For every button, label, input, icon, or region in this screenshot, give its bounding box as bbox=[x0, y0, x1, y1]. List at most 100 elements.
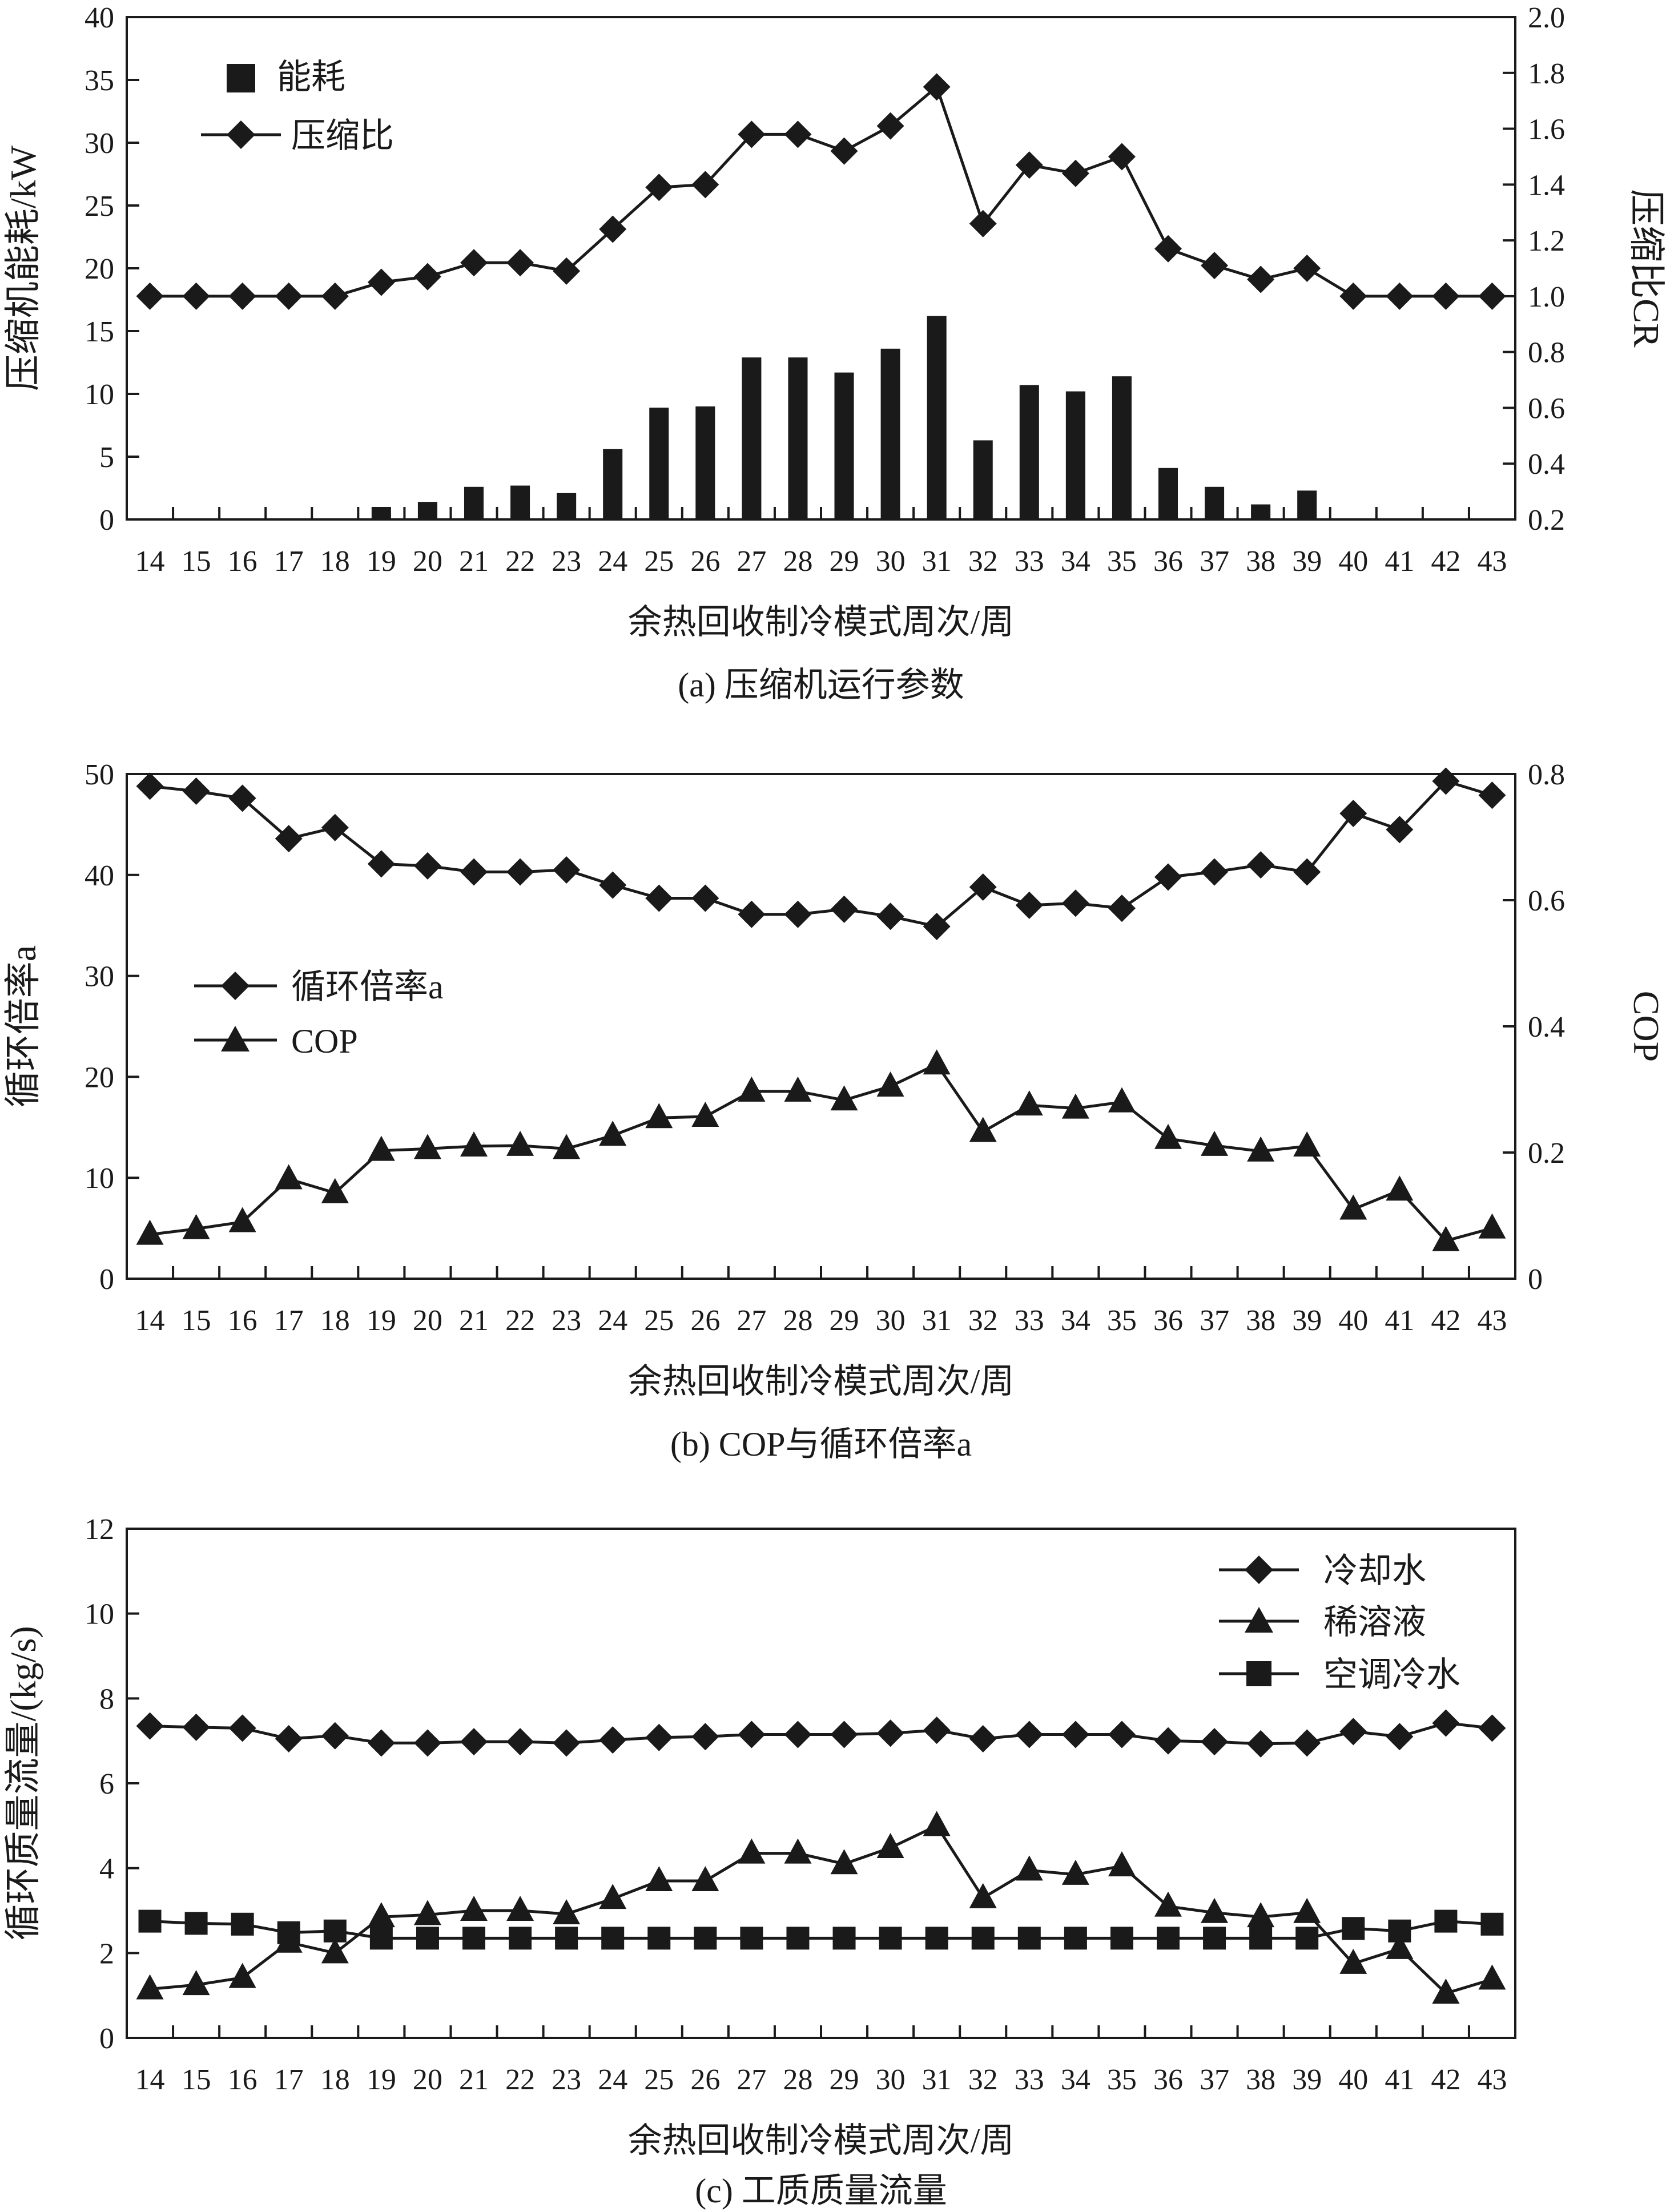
series-line-triangle bbox=[150, 1824, 1493, 1995]
x-tick-label: 39 bbox=[1292, 545, 1322, 578]
diamond-point-15 bbox=[182, 777, 210, 805]
triangle-point-40 bbox=[1339, 1948, 1367, 1974]
panel-c-legend-diamond-marker bbox=[1245, 1556, 1273, 1584]
y-left-tick-label: 35 bbox=[84, 65, 114, 97]
x-tick-label: 35 bbox=[1107, 1304, 1137, 1337]
square-point-28 bbox=[786, 1927, 810, 1950]
x-tick-label: 18 bbox=[320, 545, 350, 578]
y-left-tick-label: 40 bbox=[84, 860, 114, 892]
bar-33 bbox=[1019, 385, 1039, 519]
panel-c-x-axis: 14 15 16 17 18 19 20 21 22 23 24 25 26 27 28 29 30 31 32 33… bbox=[126, 2025, 1516, 2096]
diamond-point-28 bbox=[784, 1721, 812, 1748]
triangle-point-14 bbox=[136, 1974, 164, 2000]
y-left-tick-label: 20 bbox=[84, 253, 114, 285]
diamond-point-36 bbox=[1154, 1727, 1182, 1755]
diamond-point-21 bbox=[460, 858, 488, 886]
triangle-point-18 bbox=[321, 1938, 349, 1964]
square-point-32 bbox=[971, 1927, 995, 1950]
panel-b-caption: (b) COP与循环倍率a bbox=[670, 1425, 972, 1463]
square-point-21 bbox=[462, 1927, 485, 1950]
y-left-tick-label: 5 bbox=[99, 441, 114, 474]
square-point-30 bbox=[879, 1927, 902, 1950]
x-tick-label: 41 bbox=[1385, 545, 1414, 578]
y-left-tick-label: 25 bbox=[84, 190, 114, 223]
y-right-tick-label: 1.2 bbox=[1528, 225, 1565, 257]
square-point-42 bbox=[1434, 1909, 1458, 1933]
triangle-point-37 bbox=[1201, 1130, 1229, 1156]
y-left-tick-label: 20 bbox=[84, 1061, 114, 1094]
x-tick-label: 26 bbox=[690, 545, 720, 578]
x-tick-label: 39 bbox=[1292, 2064, 1322, 2096]
diamond-point-17 bbox=[275, 825, 303, 853]
diamond-point-37 bbox=[1201, 1728, 1229, 1756]
square-point-25 bbox=[647, 1927, 671, 1950]
diamond-point-35 bbox=[1108, 1721, 1136, 1748]
x-tick-label: 27 bbox=[737, 1304, 766, 1337]
bar-29 bbox=[834, 372, 854, 519]
x-tick-label: 21 bbox=[459, 545, 489, 578]
y-left-tick-label: 0 bbox=[99, 504, 114, 537]
diamond-point-29 bbox=[830, 137, 858, 165]
square-point-37 bbox=[1203, 1927, 1226, 1950]
diamond-point-42 bbox=[1432, 282, 1460, 310]
diamond-point-24 bbox=[599, 215, 627, 243]
x-tick-label: 20 bbox=[413, 1304, 442, 1337]
diamond-point-26 bbox=[691, 1723, 719, 1751]
diamond-point-27 bbox=[738, 1721, 766, 1748]
diamond-point-18 bbox=[321, 282, 349, 310]
x-tick-label: 28 bbox=[783, 2064, 812, 2096]
series-line-square bbox=[150, 1920, 1492, 1940]
square-point-41 bbox=[1388, 1919, 1411, 1943]
diamond-point-41 bbox=[1386, 282, 1414, 310]
bar-20 bbox=[417, 502, 437, 519]
square-point-22 bbox=[509, 1927, 532, 1950]
x-tick-label: 33 bbox=[1015, 1304, 1044, 1337]
x-tick-label: 32 bbox=[968, 2064, 998, 2096]
diamond-point-20 bbox=[413, 852, 441, 880]
x-tick-label: 22 bbox=[505, 2064, 535, 2096]
diamond-point-16 bbox=[228, 784, 256, 812]
x-tick-label: 24 bbox=[598, 1304, 627, 1337]
square-point-38 bbox=[1249, 1927, 1273, 1950]
triangle-point-28 bbox=[784, 1076, 812, 1102]
diamond-point-21 bbox=[460, 249, 488, 277]
triangle-point-22 bbox=[506, 1130, 534, 1156]
x-tick-label: 39 bbox=[1292, 1304, 1322, 1337]
x-tick-label: 28 bbox=[783, 545, 812, 578]
diamond-point-31 bbox=[923, 73, 951, 101]
panel-a-y-right-label: 压缩比CR bbox=[1626, 189, 1667, 348]
x-tick-label: 37 bbox=[1200, 545, 1229, 578]
triangle-point-27 bbox=[738, 1076, 766, 1102]
x-tick-label: 42 bbox=[1431, 1304, 1460, 1337]
y-left-tick-label: 8 bbox=[99, 1683, 114, 1715]
panel-c-legend-square-marker bbox=[1246, 1661, 1271, 1686]
x-tick-label: 42 bbox=[1431, 545, 1460, 578]
diamond-point-20 bbox=[413, 263, 441, 291]
bar-21 bbox=[464, 486, 484, 519]
diamond-point-39 bbox=[1293, 858, 1321, 886]
diamond-point-16 bbox=[228, 282, 256, 310]
triangle-point-29 bbox=[830, 1849, 858, 1875]
diamond-point-19 bbox=[367, 1729, 395, 1757]
x-tick-label: 21 bbox=[459, 1304, 489, 1337]
panel-c-legend-label-1: 冷却水 bbox=[1323, 1552, 1426, 1590]
panel-c-lines bbox=[150, 1721, 1493, 1995]
x-tick-label: 38 bbox=[1246, 1304, 1275, 1337]
x-tick-label: 19 bbox=[367, 2064, 396, 2096]
x-tick-label: 19 bbox=[367, 1304, 396, 1337]
triangle-point-16 bbox=[228, 1207, 256, 1232]
diamond-point-35 bbox=[1108, 143, 1136, 171]
diamond-point-42 bbox=[1432, 767, 1460, 795]
triangle-point-37 bbox=[1201, 1897, 1229, 1923]
panel-b-markers bbox=[136, 767, 1506, 1251]
x-tick-label: 36 bbox=[1153, 1304, 1183, 1337]
square-point-20 bbox=[416, 1927, 439, 1950]
triangle-point-39 bbox=[1293, 1131, 1321, 1157]
x-tick-label: 34 bbox=[1061, 545, 1090, 578]
diamond-point-22 bbox=[506, 249, 534, 277]
x-tick-label: 26 bbox=[690, 1304, 720, 1337]
x-tick-label: 16 bbox=[228, 545, 257, 578]
x-tick-label: 35 bbox=[1107, 2064, 1137, 2096]
y-right-tick-label: 1.6 bbox=[1528, 114, 1565, 146]
x-tick-label: 23 bbox=[552, 2064, 581, 2096]
